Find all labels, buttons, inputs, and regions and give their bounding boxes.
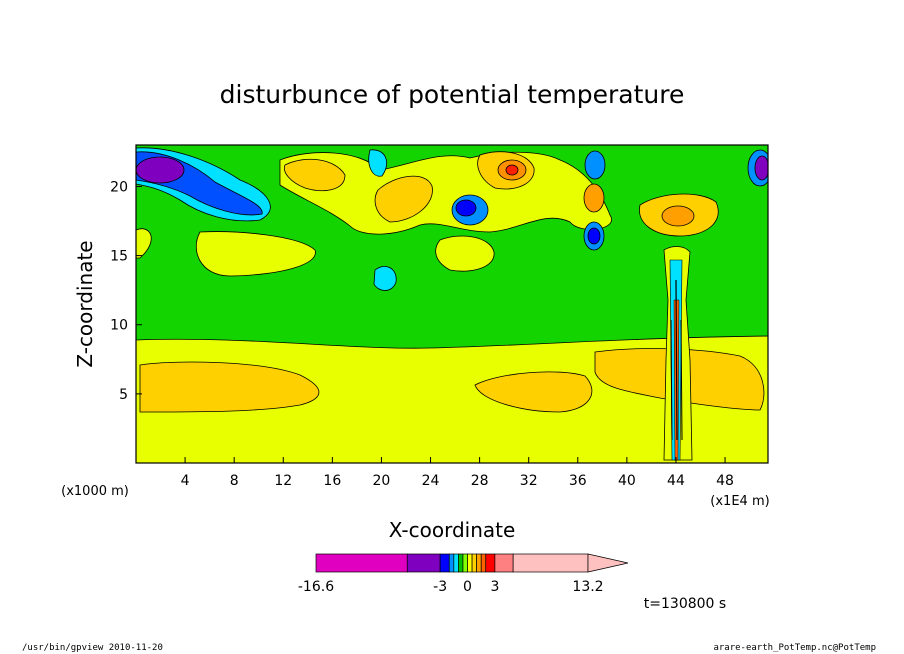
chart-title: disturbunce of potential temperature: [220, 80, 685, 109]
colorbar-tick-label: -16.6: [298, 579, 334, 595]
x-tick-label: 12: [274, 473, 292, 489]
y-tick-label: 5: [119, 387, 128, 403]
x-tick-label: 20: [373, 473, 391, 489]
footer-left: /usr/bin/gpview 2010-11-20: [22, 643, 163, 653]
colorbar-extension: [587, 553, 629, 573]
colorbar-cell: [458, 553, 464, 573]
colorbar-cell: [462, 553, 468, 573]
y-tick-label: 20: [110, 179, 128, 195]
colorbar-cell: [453, 553, 459, 573]
colorbar-cell: [448, 553, 455, 573]
x-tick-label: 32: [520, 473, 538, 489]
x-tick-label: 44: [667, 473, 685, 489]
y-tick-label: 10: [110, 318, 128, 334]
colorbar-cell: [476, 553, 482, 573]
time-label: t=130800 s: [644, 596, 726, 612]
x-tick-label: 16: [323, 473, 341, 489]
y-axis: 5 10 15 20: [110, 179, 142, 403]
x-tick-label: 8: [230, 473, 239, 489]
colorbar-cell: [439, 553, 450, 573]
x-tick-label: 28: [471, 473, 489, 489]
x-axis: 4 8 12 16 20 24 28 32 36 40 44 48: [181, 457, 734, 489]
colorbar-cell: [485, 553, 496, 573]
footer-right: arare-earth_PotTemp.nc@PotTemp: [713, 643, 876, 653]
colorbar-tick-label: 13.2: [572, 579, 603, 595]
y-tick-label: 15: [110, 249, 128, 265]
contour-field: [136, 145, 768, 463]
colorbar: [315, 553, 629, 573]
colorbar-cell: [471, 553, 477, 573]
colorbar-cell: [315, 553, 408, 573]
colorbar-cell: [480, 553, 487, 573]
colorbar-tick-label: 0: [463, 579, 472, 595]
x-tick-label: 4: [181, 473, 190, 489]
colorbar-cell: [512, 553, 589, 573]
colorbar-cell: [406, 553, 441, 573]
x-tick-label: 24: [422, 473, 440, 489]
x-tick-label: 48: [716, 473, 734, 489]
colorbar-tick-label: -3: [433, 579, 447, 595]
x-unit-note: (x1000 m): [61, 484, 129, 499]
colorbar-cell: [467, 553, 473, 573]
x-tick-label: 36: [569, 473, 587, 489]
y-unit-note: (x1E4 m): [710, 494, 769, 509]
plot-frame: [135, 144, 769, 464]
colorbar-tick-labels: -16.6 -3 0 3 13.2: [298, 579, 604, 595]
colorbar-cell: [494, 553, 514, 573]
x-axis-label: X-coordinate: [389, 518, 516, 542]
x-tick-label: 40: [618, 473, 636, 489]
colorbar-tick-label: 3: [490, 579, 499, 595]
y-axis-label: Z-coordinate: [73, 240, 97, 367]
